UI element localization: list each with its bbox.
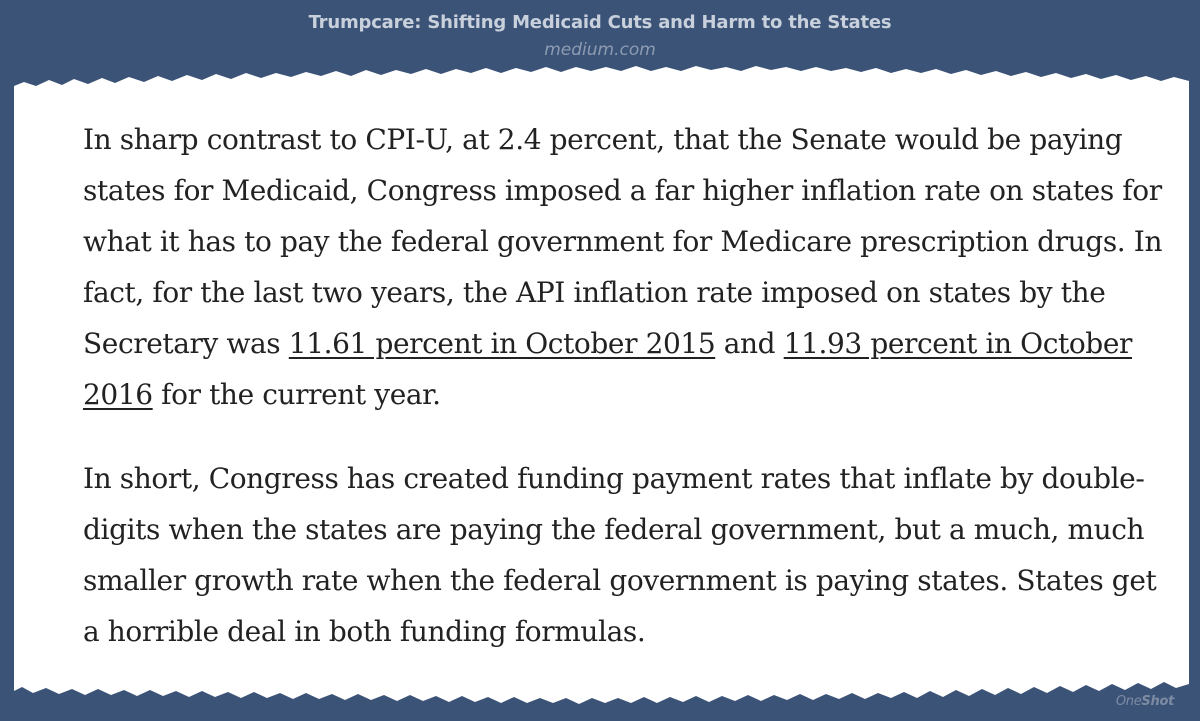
torn-paper-excerpt: In sharp contrast to CPI-U, at 2.4 perce… [14,66,1189,704]
torn-paper-shape [14,66,1189,704]
paragraph-1: In sharp contrast to CPI-U, at 2.4 perce… [83,114,1178,420]
source-domain: medium.com [544,40,656,60]
paragraph-1-text-a: In sharp contrast to CPI-U, at 2.4 perce… [83,123,1163,360]
article-excerpt: In sharp contrast to CPI-U, at 2.4 perce… [83,114,1178,657]
link-october-2015[interactable]: 11.61 percent in October 2015 [288,327,716,360]
watermark-suffix: Shot [1141,694,1174,709]
header-bar: Trumpcare: Shifting Medicaid Cuts and Ha… [0,0,1200,74]
paragraph-2: In short, Congress has created funding p… [83,462,1157,648]
paragraph-1-text-b: and [715,327,784,360]
watermark-prefix: One [1115,694,1142,709]
paragraph-1-text-c: for the current year. [152,378,441,411]
oneshot-watermark: OneShot [1116,694,1174,709]
page-title: Trumpcare: Shifting Medicaid Cuts and Ha… [308,12,892,33]
link-october-2016[interactable]: 11.93 percent in October 2016 [83,327,1132,411]
